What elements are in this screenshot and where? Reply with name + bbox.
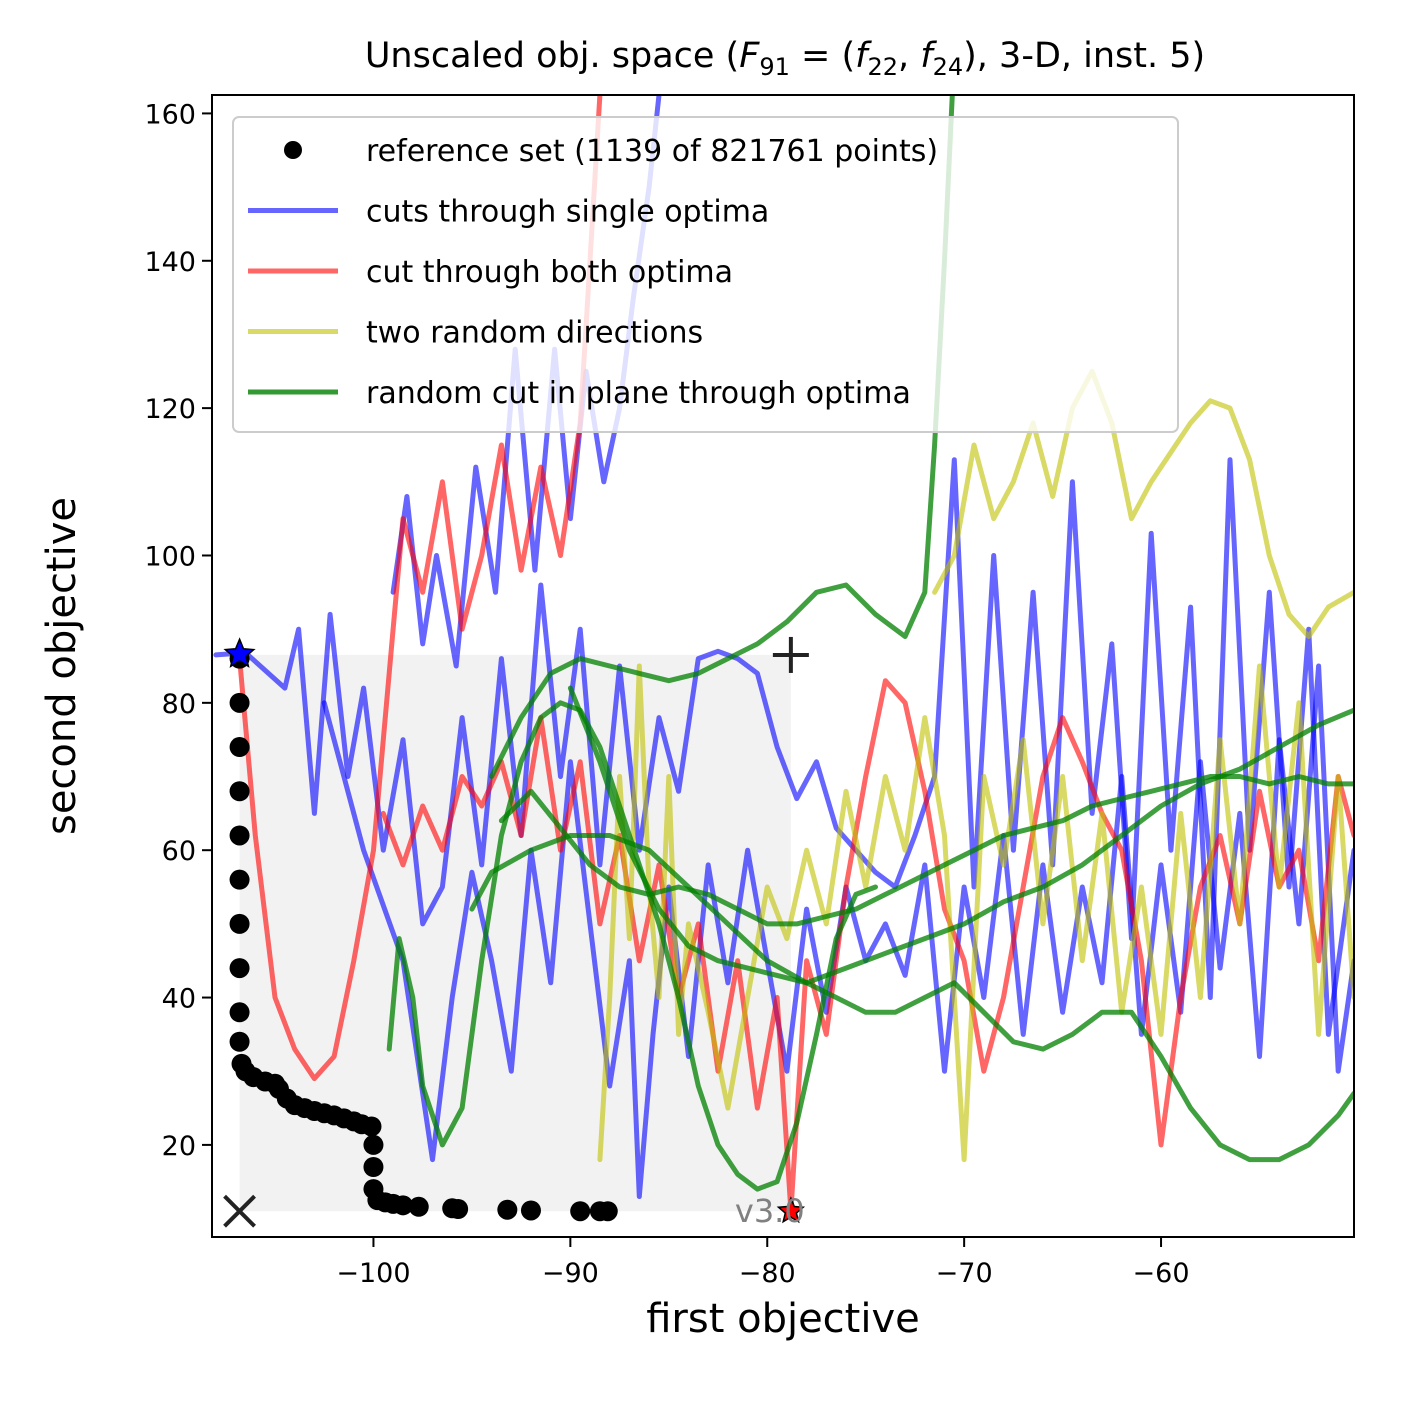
plot-frame (211, 94, 1355, 1238)
x-axis-ticks: −100 −90 −80 −70 −60 (336, 1237, 1190, 1289)
ideal-point-marker (223, 1194, 256, 1228)
x-tick-label: −80 (739, 1258, 796, 1289)
reference-point (597, 1201, 618, 1222)
series-line-11 (567, 685, 1354, 1163)
y-tick-label: 160 (144, 99, 196, 130)
reference-point (229, 737, 250, 758)
legend-entry: cuts through single optima (248, 195, 769, 230)
legend-label: two random directions (366, 316, 703, 351)
y-tick-label: 60 (162, 836, 196, 867)
y-axis-title: second objective (39, 497, 85, 835)
reference-point (229, 1031, 250, 1052)
reference-point (392, 1195, 413, 1216)
y-tick-label: 100 (144, 541, 196, 572)
series-layer (213, 95, 1354, 1214)
reference-point (229, 825, 250, 846)
series-line-7 (932, 368, 1354, 639)
optimum-2-star (776, 1196, 806, 1224)
y-tick-label: 20 (162, 1131, 196, 1162)
series-line-4 (237, 95, 603, 1082)
legend-box (232, 116, 1179, 433)
legend-label: reference set (1139 of 821761 points) (366, 134, 938, 169)
legend-marker (284, 141, 302, 159)
legend-label: cut through both optima (366, 255, 733, 290)
reference-point (229, 958, 250, 979)
reference-point (229, 781, 250, 802)
x-tick-label: −100 (336, 1258, 410, 1289)
reference-point (570, 1201, 591, 1222)
reference-point (229, 692, 250, 713)
y-axis-ticks: 20 40 60 80 100 120 140 160 (144, 99, 212, 1162)
y-tick-label: 140 (144, 247, 196, 278)
reference-point (229, 913, 250, 934)
reference-point (363, 1134, 384, 1155)
reference-point (520, 1200, 541, 1221)
reference-point (408, 1196, 429, 1217)
legend-label: random cut in plane through optima (366, 376, 911, 411)
x-tick-label: −60 (1133, 1258, 1190, 1289)
chart-title: Unscaled obj. space (F91 = (f22, f24), 3… (365, 36, 1205, 81)
legend-entry: random cut in plane through optima (248, 376, 911, 411)
reference-set-layer (229, 648, 618, 1222)
legend-label: cuts through single optima (366, 195, 769, 230)
y-tick-label: 40 (162, 984, 196, 1015)
reference-point (497, 1199, 518, 1220)
x-axis-title: first objective (646, 1296, 920, 1342)
reference-point (229, 869, 250, 890)
version-label: v3.0 (735, 1192, 805, 1230)
legend-entry: reference set (1139 of 821761 points) (284, 134, 938, 169)
reference-point (448, 1199, 469, 1220)
x-tick-label: −90 (542, 1258, 599, 1289)
series-line-10 (489, 95, 955, 779)
nadir-point-marker (772, 636, 809, 673)
special-marker-layer (223, 636, 809, 1228)
series-line-8 (386, 700, 878, 1192)
legend-entry: cut through both optima (248, 255, 733, 290)
reference-point (361, 1116, 382, 1137)
y-tick-label: 120 (144, 394, 196, 425)
series-line-9 (469, 707, 1354, 986)
reference-point (229, 1002, 250, 1023)
series-line-12 (498, 774, 1354, 927)
optimum-1-star (223, 637, 256, 668)
x-tick-label: −70 (936, 1258, 993, 1289)
reference-point (363, 1157, 384, 1178)
legend: reference set (1139 of 821761 points) cut… (232, 116, 1179, 433)
y-tick-label: 80 (162, 689, 196, 720)
series-line-6 (597, 663, 1354, 1163)
legend-entry: two random directions (248, 316, 703, 351)
